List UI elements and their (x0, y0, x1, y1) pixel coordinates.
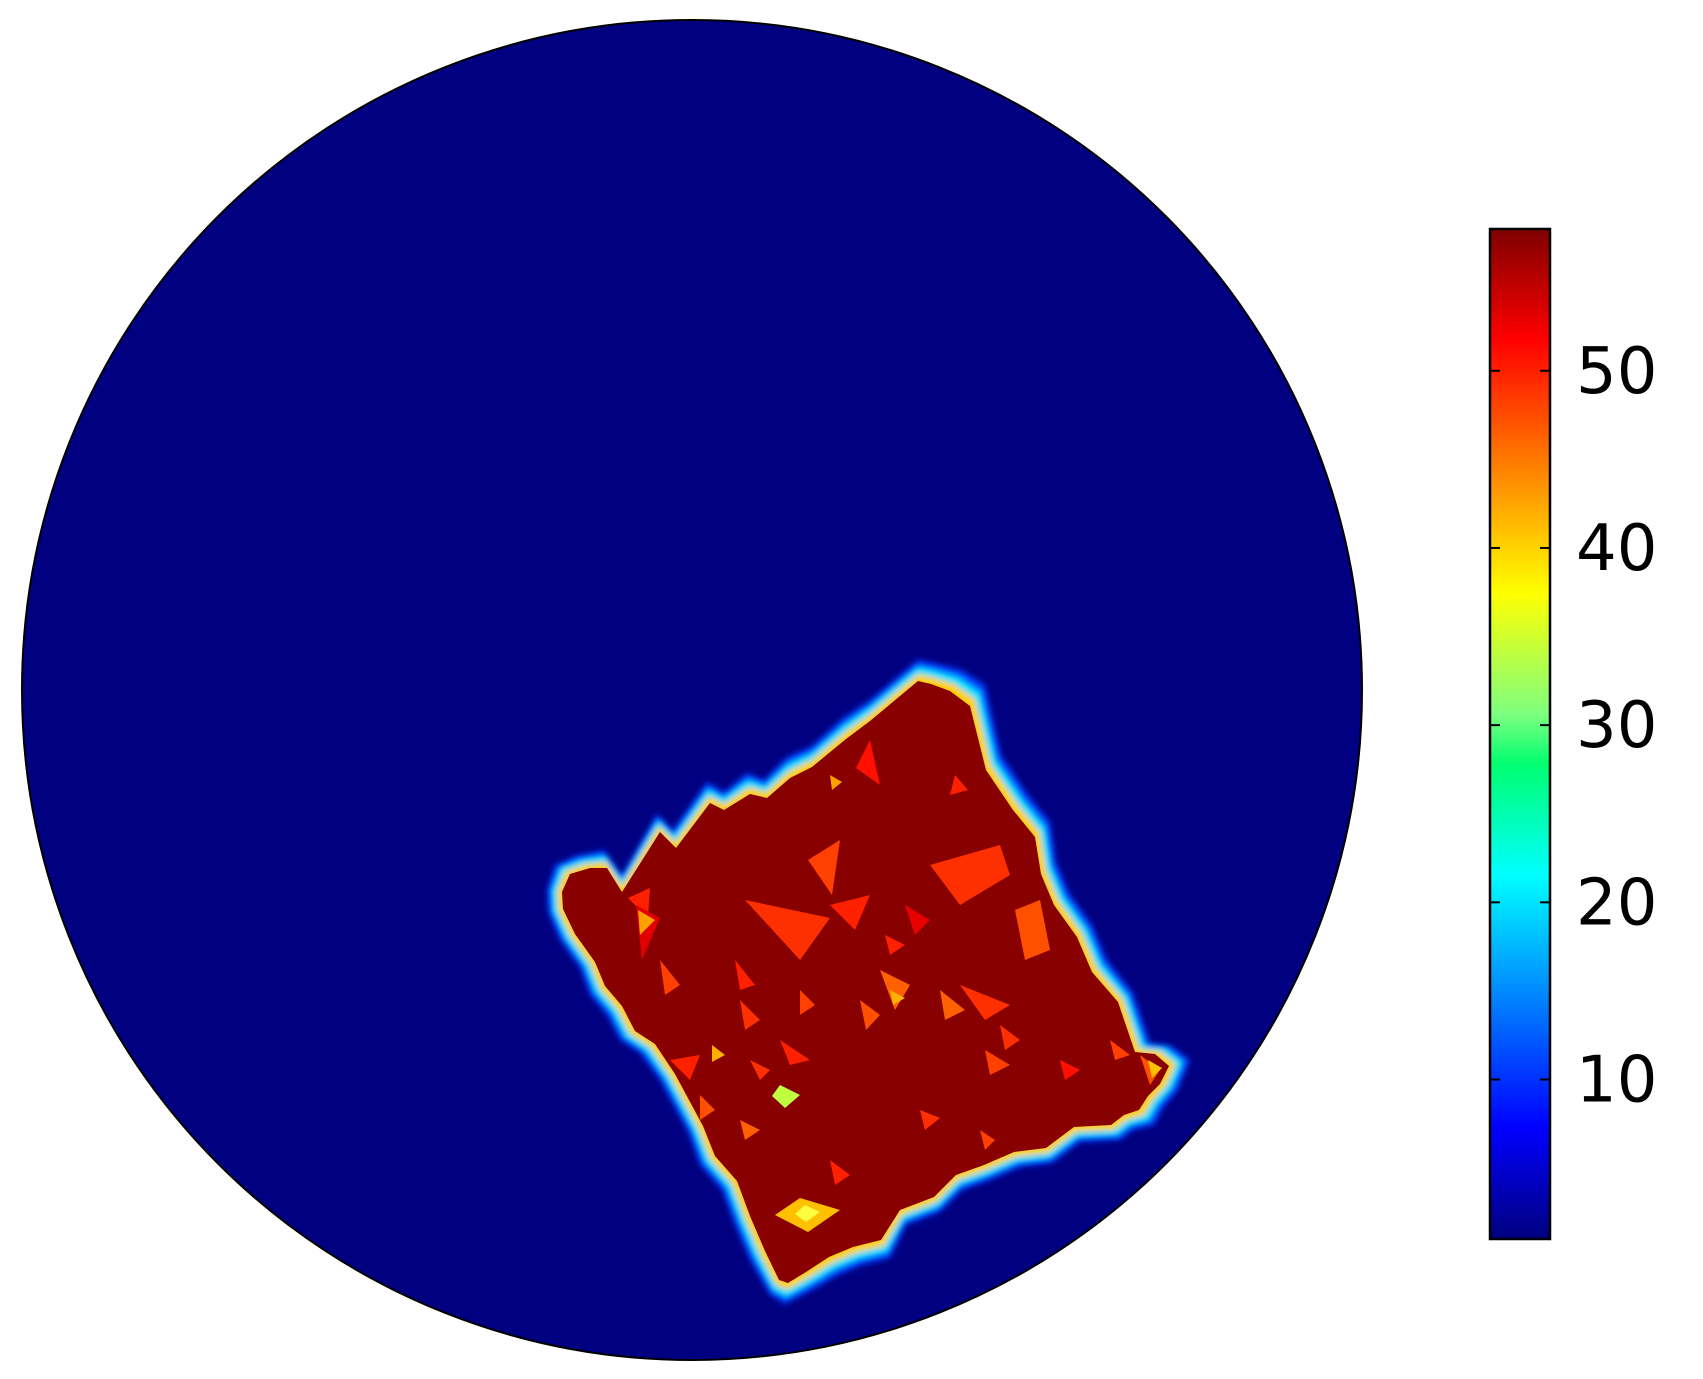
facet (930, 845, 1010, 905)
hotspot (1148, 1060, 1162, 1078)
colorbar-ticks: 10 20 30 40 50 (1490, 335, 1657, 1118)
hotspot (830, 775, 842, 790)
facet (745, 900, 830, 960)
facet (1110, 1040, 1130, 1060)
facet (660, 960, 680, 995)
colorbar-tick-label: 10 (1576, 1044, 1657, 1118)
facet (885, 935, 905, 955)
hotspot (795, 1205, 820, 1222)
facet (830, 895, 870, 930)
facet (856, 740, 880, 785)
hotspot (772, 1085, 800, 1108)
facet (1000, 1025, 1020, 1050)
facet (780, 1040, 810, 1065)
colorbar-tick-label: 40 (1576, 512, 1657, 586)
plot-domain (22, 20, 1362, 1360)
facet (920, 1110, 940, 1130)
facet (700, 1095, 715, 1120)
facet (980, 1130, 995, 1150)
facet (905, 905, 930, 935)
facet (940, 990, 965, 1020)
hotspot (638, 910, 655, 935)
colorbar: 10 20 30 40 50 (1488, 227, 1657, 1241)
facet (830, 1160, 850, 1185)
colorbar-tick-label: 50 (1576, 335, 1657, 409)
patch-facets (628, 740, 1160, 1185)
facet (950, 775, 968, 795)
hotspot (712, 1045, 725, 1062)
patch-hotspots (638, 775, 1162, 1232)
facet (670, 1055, 700, 1080)
facet (1015, 900, 1050, 960)
facet (740, 1120, 760, 1140)
facet (800, 990, 815, 1015)
facet (880, 970, 910, 1010)
colorbar-gradient (1490, 229, 1550, 1239)
patch-core (562, 681, 1169, 1283)
facet (740, 1000, 760, 1030)
facet (960, 985, 1010, 1020)
colorbar-frame (1488, 227, 1552, 1241)
facet (808, 840, 840, 895)
hotspot (890, 990, 905, 1005)
colorbar-tick-label: 20 (1576, 866, 1657, 940)
facet (750, 1060, 770, 1080)
facet (1060, 1060, 1080, 1080)
facet (735, 960, 755, 990)
facet (985, 1050, 1010, 1075)
colorbar-tick-label: 30 (1576, 689, 1657, 763)
background-field (22, 20, 1362, 1360)
facet (860, 1000, 880, 1030)
domain-border (21, 19, 1363, 1361)
facet (1140, 1055, 1160, 1085)
